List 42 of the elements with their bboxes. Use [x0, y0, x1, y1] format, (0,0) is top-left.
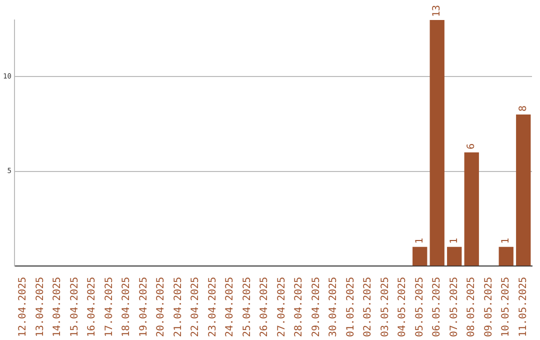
x-tick-label: 04.05.2025	[397, 276, 408, 338]
x-tick-label: 21.04.2025	[172, 276, 184, 338]
data-label: 8	[518, 106, 529, 112]
data-label: 13	[432, 4, 443, 17]
x-tick-label: 25.04.2025	[242, 276, 253, 338]
x-tick-label: 22.04.2025	[190, 276, 202, 338]
data-label: 1	[500, 238, 512, 244]
x-tick-label: 06.05.2025	[432, 276, 443, 338]
data-label: 1	[414, 238, 426, 244]
bar	[447, 246, 462, 266]
x-tick-label: 18.04.2025	[121, 276, 132, 338]
x-tick-label: 13.04.2025	[34, 276, 46, 338]
bar	[516, 114, 531, 266]
bar	[412, 246, 428, 266]
x-tick-label: 05.05.2025	[414, 276, 426, 338]
data-label: 6	[466, 143, 478, 150]
x-tick-label: 17.04.2025	[104, 276, 115, 338]
x-tick-label: 02.05.2025	[362, 276, 374, 338]
x-tick-label: 10.05.2025	[500, 276, 512, 338]
x-tick-label: 29.04.2025	[310, 276, 322, 338]
data-label: 1	[448, 238, 460, 244]
bar	[498, 246, 514, 266]
x-tick-label: 26.04.2025	[259, 276, 270, 338]
x-tick-label: 19.04.2025	[138, 276, 150, 338]
x-tick-label: 24.04.2025	[224, 276, 236, 338]
x-tick-label: 23.04.2025	[207, 276, 218, 338]
x-tick-label: 30.04.2025	[328, 276, 340, 338]
x-tick-label: 28.04.2025	[294, 276, 305, 338]
x-tick-label: 03.05.2025	[380, 276, 391, 338]
x-tick-label: 16.04.2025	[86, 276, 98, 338]
x-tick-label: 08.05.2025	[466, 276, 478, 338]
bar	[464, 152, 479, 266]
x-tick-label: 12.04.2025	[18, 276, 29, 338]
x-tick-label: 20.04.2025	[156, 276, 167, 338]
x-tick-label: 11.05.2025	[518, 276, 529, 338]
x-tick-label: 01.05.2025	[345, 276, 356, 338]
x-tick-label: 14.04.2025	[52, 276, 64, 338]
bar	[430, 20, 444, 266]
x-tick-label: 15.04.2025	[69, 276, 80, 338]
x-tick-label: 07.05.2025	[448, 276, 460, 338]
x-tick-label: 27.04.2025	[276, 276, 288, 338]
x-tick-label: 09.05.2025	[483, 276, 494, 338]
